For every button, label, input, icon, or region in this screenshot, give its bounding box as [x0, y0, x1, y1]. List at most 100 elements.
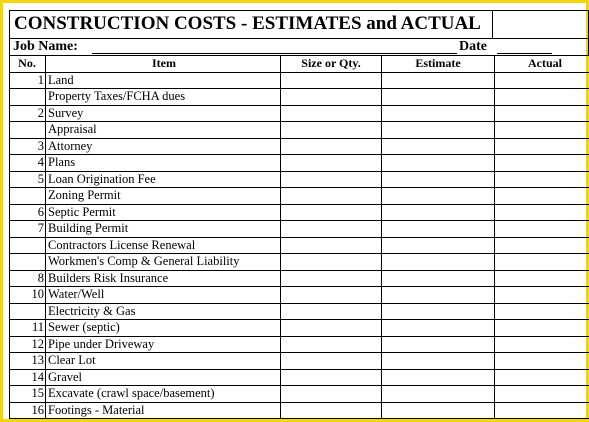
row-item: Property Taxes/FCHA dues — [45, 88, 281, 106]
table-row: 1 Land — [9, 71, 589, 89]
estimate-cell[interactable] — [381, 187, 495, 205]
estimate-cell[interactable] — [381, 319, 495, 337]
row-item: Workmen's Comp & General Liability — [45, 253, 281, 271]
size-cell[interactable] — [280, 269, 382, 287]
estimate-cell[interactable] — [381, 401, 495, 419]
actual-cell[interactable] — [494, 104, 589, 122]
col-header-item: Item — [45, 55, 281, 73]
size-cell[interactable] — [280, 88, 382, 106]
table-row: 13 Clear Lot — [9, 352, 589, 370]
row-item: Electricity & Gas — [45, 302, 281, 320]
row-number: 4 — [9, 154, 46, 172]
actual-cell[interactable] — [494, 121, 589, 139]
estimate-cell[interactable] — [381, 137, 495, 155]
estimate-cell[interactable] — [381, 154, 495, 172]
col-header-size: Size or Qty. — [280, 55, 382, 73]
estimate-cell[interactable] — [381, 220, 495, 238]
actual-cell[interactable] — [494, 368, 589, 386]
table-row: 3 Attorney — [9, 137, 589, 155]
row-number — [9, 121, 46, 139]
estimate-cell[interactable] — [381, 71, 495, 89]
row-item: Septic Permit — [45, 203, 281, 221]
actual-cell[interactable] — [494, 88, 589, 106]
table-row: 11 Sewer (septic) — [9, 319, 589, 337]
table-row: 8 Builders Risk Insurance — [9, 269, 589, 287]
size-cell[interactable] — [280, 137, 382, 155]
estimate-cell[interactable] — [381, 385, 495, 403]
size-cell[interactable] — [280, 71, 382, 89]
table-row: Property Taxes/FCHA dues — [9, 88, 589, 106]
actual-cell[interactable] — [494, 286, 589, 304]
size-cell[interactable] — [280, 121, 382, 139]
actual-cell[interactable] — [494, 220, 589, 238]
actual-cell[interactable] — [494, 170, 589, 188]
job-name-label: Job Name: — [13, 39, 78, 54]
row-number: 3 — [9, 137, 46, 155]
row-item: Excavate (crawl space/basement) — [45, 385, 281, 403]
actual-cell[interactable] — [494, 302, 589, 320]
actual-cell[interactable] — [494, 401, 589, 419]
estimate-cell[interactable] — [381, 253, 495, 271]
estimate-cell[interactable] — [381, 302, 495, 320]
size-cell[interactable] — [280, 335, 382, 353]
row-number: 2 — [9, 104, 46, 122]
size-cell[interactable] — [280, 401, 382, 419]
actual-cell[interactable] — [494, 71, 589, 89]
size-cell[interactable] — [280, 253, 382, 271]
estimate-cell[interactable] — [381, 170, 495, 188]
row-item: Footings - Material — [45, 401, 281, 419]
actual-cell[interactable] — [494, 137, 589, 155]
actual-cell[interactable] — [494, 352, 589, 370]
estimate-cell[interactable] — [381, 368, 495, 386]
size-cell[interactable] — [280, 286, 382, 304]
date-field[interactable] — [497, 53, 552, 54]
actual-cell[interactable] — [494, 335, 589, 353]
table-header-row: No. Item Size or Qty. Estimate Actual — [9, 55, 589, 73]
row-item: Plans — [45, 154, 281, 172]
size-cell[interactable] — [280, 203, 382, 221]
size-cell[interactable] — [280, 220, 382, 238]
actual-cell[interactable] — [494, 154, 589, 172]
actual-cell[interactable] — [494, 319, 589, 337]
actual-cell[interactable] — [494, 269, 589, 287]
row-item: Attorney — [45, 137, 281, 155]
job-name-field[interactable] — [92, 53, 457, 54]
size-cell[interactable] — [280, 104, 382, 122]
estimate-cell[interactable] — [381, 121, 495, 139]
actual-cell[interactable] — [494, 253, 589, 271]
estimate-cell[interactable] — [381, 236, 495, 254]
estimate-cell[interactable] — [381, 335, 495, 353]
table-row: 5 Loan Origination Fee — [9, 170, 589, 188]
actual-cell[interactable] — [494, 385, 589, 403]
size-cell[interactable] — [280, 385, 382, 403]
estimate-cell[interactable] — [381, 88, 495, 106]
size-cell[interactable] — [280, 352, 382, 370]
row-item: Sewer (septic) — [45, 319, 281, 337]
estimate-cell[interactable] — [381, 104, 495, 122]
actual-cell[interactable] — [494, 187, 589, 205]
row-number — [9, 88, 46, 106]
row-number: 15 — [9, 385, 46, 403]
table-row: Contractors License Renewal — [9, 236, 589, 254]
actual-cell[interactable] — [494, 236, 589, 254]
size-cell[interactable] — [280, 170, 382, 188]
size-cell[interactable] — [280, 319, 382, 337]
estimate-cell[interactable] — [381, 352, 495, 370]
size-cell[interactable] — [280, 187, 382, 205]
size-cell[interactable] — [280, 236, 382, 254]
estimate-cell[interactable] — [381, 286, 495, 304]
table-row: 15 Excavate (crawl space/basement) — [9, 385, 589, 403]
row-item: Appraisal — [45, 121, 281, 139]
size-cell[interactable] — [280, 368, 382, 386]
estimate-cell[interactable] — [381, 269, 495, 287]
table-row: 16 Footings - Material — [9, 401, 589, 419]
table-row: Appraisal — [9, 121, 589, 139]
size-cell[interactable] — [280, 302, 382, 320]
row-number: 6 — [9, 203, 46, 221]
estimate-cell[interactable] — [381, 203, 495, 221]
actual-cell[interactable] — [494, 203, 589, 221]
table-row: 7 Building Permit — [9, 220, 589, 238]
size-cell[interactable] — [280, 154, 382, 172]
table-row: Zoning Permit — [9, 187, 589, 205]
